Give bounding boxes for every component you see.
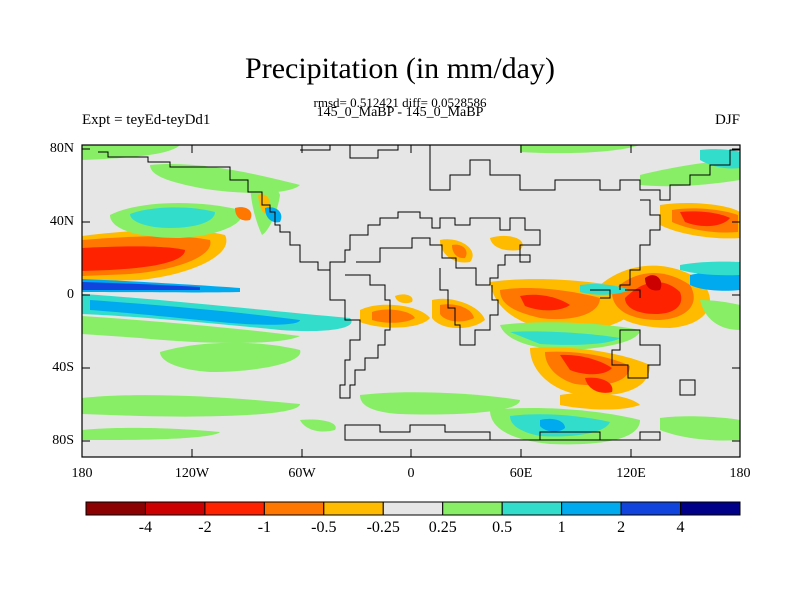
colorbar-label: 0.25	[428, 519, 457, 536]
colorbar-swatch	[204, 501, 265, 516]
colorbar-label: -0.25	[366, 519, 400, 536]
lat-label-0: 0	[67, 287, 74, 302]
colorbar-swatch	[263, 501, 325, 516]
axis-ticks	[81, 145, 741, 457]
colorbar-swatch	[382, 501, 444, 516]
colorbar-swatch	[144, 501, 206, 516]
colorbar-swatch	[85, 501, 146, 516]
colorbar-swatch	[501, 501, 563, 516]
precip-contours	[82, 145, 740, 445]
colorbar-swatch	[323, 501, 384, 516]
colorbar-label: 0.5	[492, 519, 513, 536]
colorbar-swatch	[561, 501, 622, 516]
colorbar-swatch	[620, 501, 682, 516]
lon-label-180w: 180	[71, 466, 93, 481]
stats-line: rmsd= 0.512421 diff= 0.0528586	[313, 95, 487, 110]
colorbar-swatch	[680, 501, 741, 516]
lat-label-40s: 40S	[52, 360, 74, 375]
lon-label-60e: 60E	[509, 466, 533, 481]
colorbar	[85, 501, 741, 516]
colorbar-label: -2	[198, 519, 212, 536]
lat-label-40n: 40N	[49, 214, 74, 229]
plot-title: Precipitation (in mm/day)	[245, 52, 555, 85]
colorbar-label: -4	[138, 519, 153, 536]
colorbar-label: 1	[557, 519, 566, 536]
colorbar-swatch	[442, 501, 503, 516]
experiment-label: Expt = teyEd-teyDd1	[82, 112, 211, 128]
experiment-names: 145_0_MaBP - 145_0_MaBP	[316, 105, 484, 120]
lat-label-80s: 80S	[52, 433, 74, 448]
lon-label-180e: 180	[729, 466, 751, 481]
lon-label-60w: 60W	[288, 466, 316, 481]
lon-label-120e: 120E	[616, 466, 646, 481]
colorbar-label: -0.5	[311, 519, 337, 536]
lon-label-0: 0	[407, 466, 415, 481]
season-label: DJF	[714, 112, 740, 128]
lon-label-120w: 120W	[174, 466, 210, 481]
colorbar-label: 4	[676, 519, 685, 536]
colorbar-label: -1	[257, 519, 272, 536]
coastlines	[98, 145, 740, 441]
colorbar-label: 2	[617, 519, 626, 536]
lat-label-80n: 80N	[49, 141, 74, 156]
